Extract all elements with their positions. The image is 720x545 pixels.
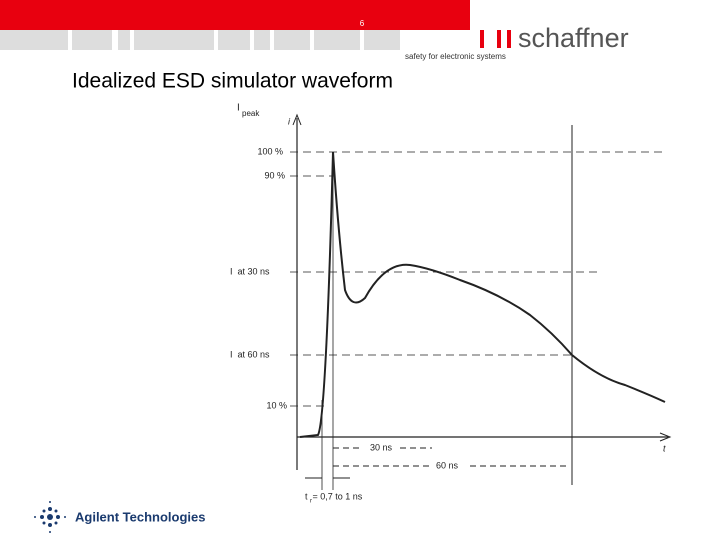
label: t (663, 443, 666, 453)
page-number: 6 (360, 19, 365, 28)
label: 10 % (266, 400, 287, 410)
company: Agilent Technologies (75, 509, 206, 524)
label: 60 ns (436, 460, 459, 470)
slide-title: Idealized ESD simulator waveform (72, 70, 393, 93)
label: r (310, 499, 312, 505)
tagline: safety for electronic systems (405, 52, 506, 61)
label: 30 ns (370, 442, 393, 452)
logo: schaffner (518, 23, 629, 53)
label: 90 % (264, 170, 285, 180)
waveform-figure (290, 113, 672, 490)
label: i (288, 116, 291, 126)
logo-bars (480, 30, 511, 48)
label: t = 0,7 to 1 ns (305, 491, 363, 501)
agilent-spark (34, 501, 66, 533)
header-band (0, 0, 470, 30)
label: I at 60 ns (230, 349, 270, 359)
label: 100 % (257, 146, 283, 156)
label: I (237, 103, 240, 114)
label: peak (242, 109, 260, 118)
label: I at 30 ns (230, 266, 270, 276)
header-stripes (0, 30, 400, 50)
